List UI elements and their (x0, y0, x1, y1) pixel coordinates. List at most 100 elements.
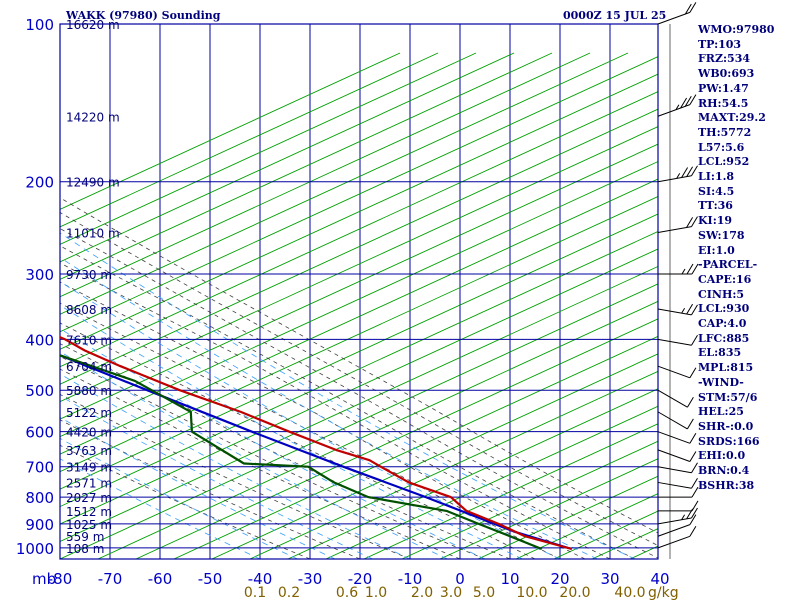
mixing-ratio-label: 0.2 (278, 585, 300, 600)
wind-barb-staff (657, 175, 692, 183)
dry-adiabat-line (60, 230, 658, 508)
wind-barb-feather (691, 507, 698, 519)
wind-barb-half-feather (681, 514, 686, 521)
wind-barb-staff (657, 535, 691, 549)
wind-barb-staff (657, 524, 691, 537)
wind-barb (657, 2, 697, 25)
index-item: TP:103 (698, 37, 742, 51)
wind-barb-half-feather (676, 173, 681, 179)
mixing-ratio-label: 40.0 (614, 585, 645, 600)
dry-adiabat-line (60, 108, 658, 385)
wind-barb-feather (691, 216, 698, 227)
dry-adiabat-line (60, 73, 658, 350)
wind-barb (657, 389, 694, 408)
height-label: 11010 m (66, 226, 120, 240)
moist-adiabat-line (60, 228, 658, 559)
moist-adiabat-line (60, 212, 658, 547)
wind-barb-staff (657, 226, 692, 233)
index-item: PW:1.47 (698, 81, 749, 95)
index-item: SW:178 (698, 228, 745, 242)
dewpoint-trace (60, 354, 543, 551)
temperature-tick-label: 40 (650, 570, 669, 588)
index-item: SRDS:166 (698, 434, 760, 448)
index-item: -WIND- (698, 375, 744, 389)
dry-adiabat-line (249, 370, 658, 559)
pressure-label: 400 (25, 331, 54, 349)
dry-adiabat-line (782, 53, 800, 559)
pressure-label: 500 (25, 382, 54, 400)
pressure-label: 900 (25, 516, 54, 534)
height-label: 8608 m (66, 303, 112, 317)
wind-barb (657, 431, 697, 444)
temperature-tick-label: -40 (248, 570, 273, 588)
dry-adiabat-line (60, 52, 591, 298)
height-label: 4420 m (66, 426, 112, 440)
height-label: 1512 m (66, 505, 112, 519)
height-label: 9730 m (66, 268, 112, 282)
pressure-label: 1000 (16, 540, 54, 558)
temperature-tick-label: -70 (98, 570, 123, 588)
moist-adiabat-line (60, 262, 611, 559)
height-label: 2027 m (66, 491, 112, 505)
dry-adiabat-line (60, 143, 658, 420)
index-item: MAXT:29.2 (698, 111, 766, 125)
wind-barb-feather (691, 263, 699, 275)
index-item: EHI:0.0 (698, 449, 746, 463)
pressure-label: 200 (25, 174, 54, 192)
wind-barb (657, 216, 698, 233)
wind-barb (657, 303, 698, 316)
wind-barb-half-feather (675, 104, 680, 111)
wind-barb-staff (657, 411, 688, 430)
chart-title: WAKK (97980) Sounding (66, 9, 221, 22)
temperature-tick-label: 20 (550, 570, 569, 588)
wind-barb-staff (657, 11, 691, 25)
wind-barb-staff (657, 338, 692, 346)
wind-barb (657, 365, 697, 379)
index-item: L57:5.6 (698, 140, 745, 154)
wind-barb-half-feather (681, 307, 686, 314)
wind-barb (657, 335, 698, 346)
wind-barb-half-feather (681, 268, 686, 275)
height-label: 2571 m (66, 476, 112, 490)
wind-barb-feather (689, 94, 697, 105)
wind-barb-feather (691, 462, 698, 473)
dry-adiabat-line (363, 423, 658, 559)
pressure-label: 800 (25, 489, 54, 507)
wind-barb (657, 462, 698, 474)
dry-adiabat-line (60, 52, 401, 210)
parcel-trace (60, 354, 573, 551)
height-label: 559 m (66, 530, 104, 544)
pressure-label: 700 (25, 459, 54, 477)
wind-barb-feather (680, 97, 688, 109)
dry-adiabat-line (60, 52, 629, 315)
wind-barb (657, 94, 697, 117)
index-item: WB0:693 (698, 67, 755, 81)
height-label: 1025 m (66, 518, 112, 532)
dry-adiabat-line (287, 388, 658, 559)
wind-barb-staff (657, 389, 688, 408)
mixing-ratio-unit-label: g/kg (648, 585, 679, 600)
mixing-ratio-label: 10.0 (516, 585, 547, 600)
wind-barb-feather (691, 165, 698, 177)
temperature-tick-label: -30 (298, 570, 323, 588)
dry-adiabat-line (60, 213, 658, 490)
temperature-tick-label: 30 (600, 570, 619, 588)
mixing-ratio-label: 0.1 (244, 585, 266, 600)
index-item: BSHR:38 (698, 478, 755, 492)
index-item: LCL:930 (698, 302, 750, 316)
height-label: 7610 m (66, 333, 112, 347)
temperature-tick-label: -20 (348, 570, 373, 588)
dry-adiabat-line (60, 283, 658, 559)
height-label: 3763 m (66, 444, 112, 458)
wind-barb-feather (691, 486, 699, 498)
moist-adiabat-line (60, 281, 586, 559)
wind-barb (657, 526, 697, 549)
wind-barb-feather (689, 514, 697, 525)
temperature-tick-label: 0 (455, 570, 465, 588)
index-item: CINH:5 (698, 287, 745, 301)
temperature-tick-label: -60 (148, 570, 173, 588)
wind-barb-feather (691, 500, 699, 512)
wind-barb-feather (689, 451, 697, 462)
dry-adiabat-line (60, 91, 658, 368)
